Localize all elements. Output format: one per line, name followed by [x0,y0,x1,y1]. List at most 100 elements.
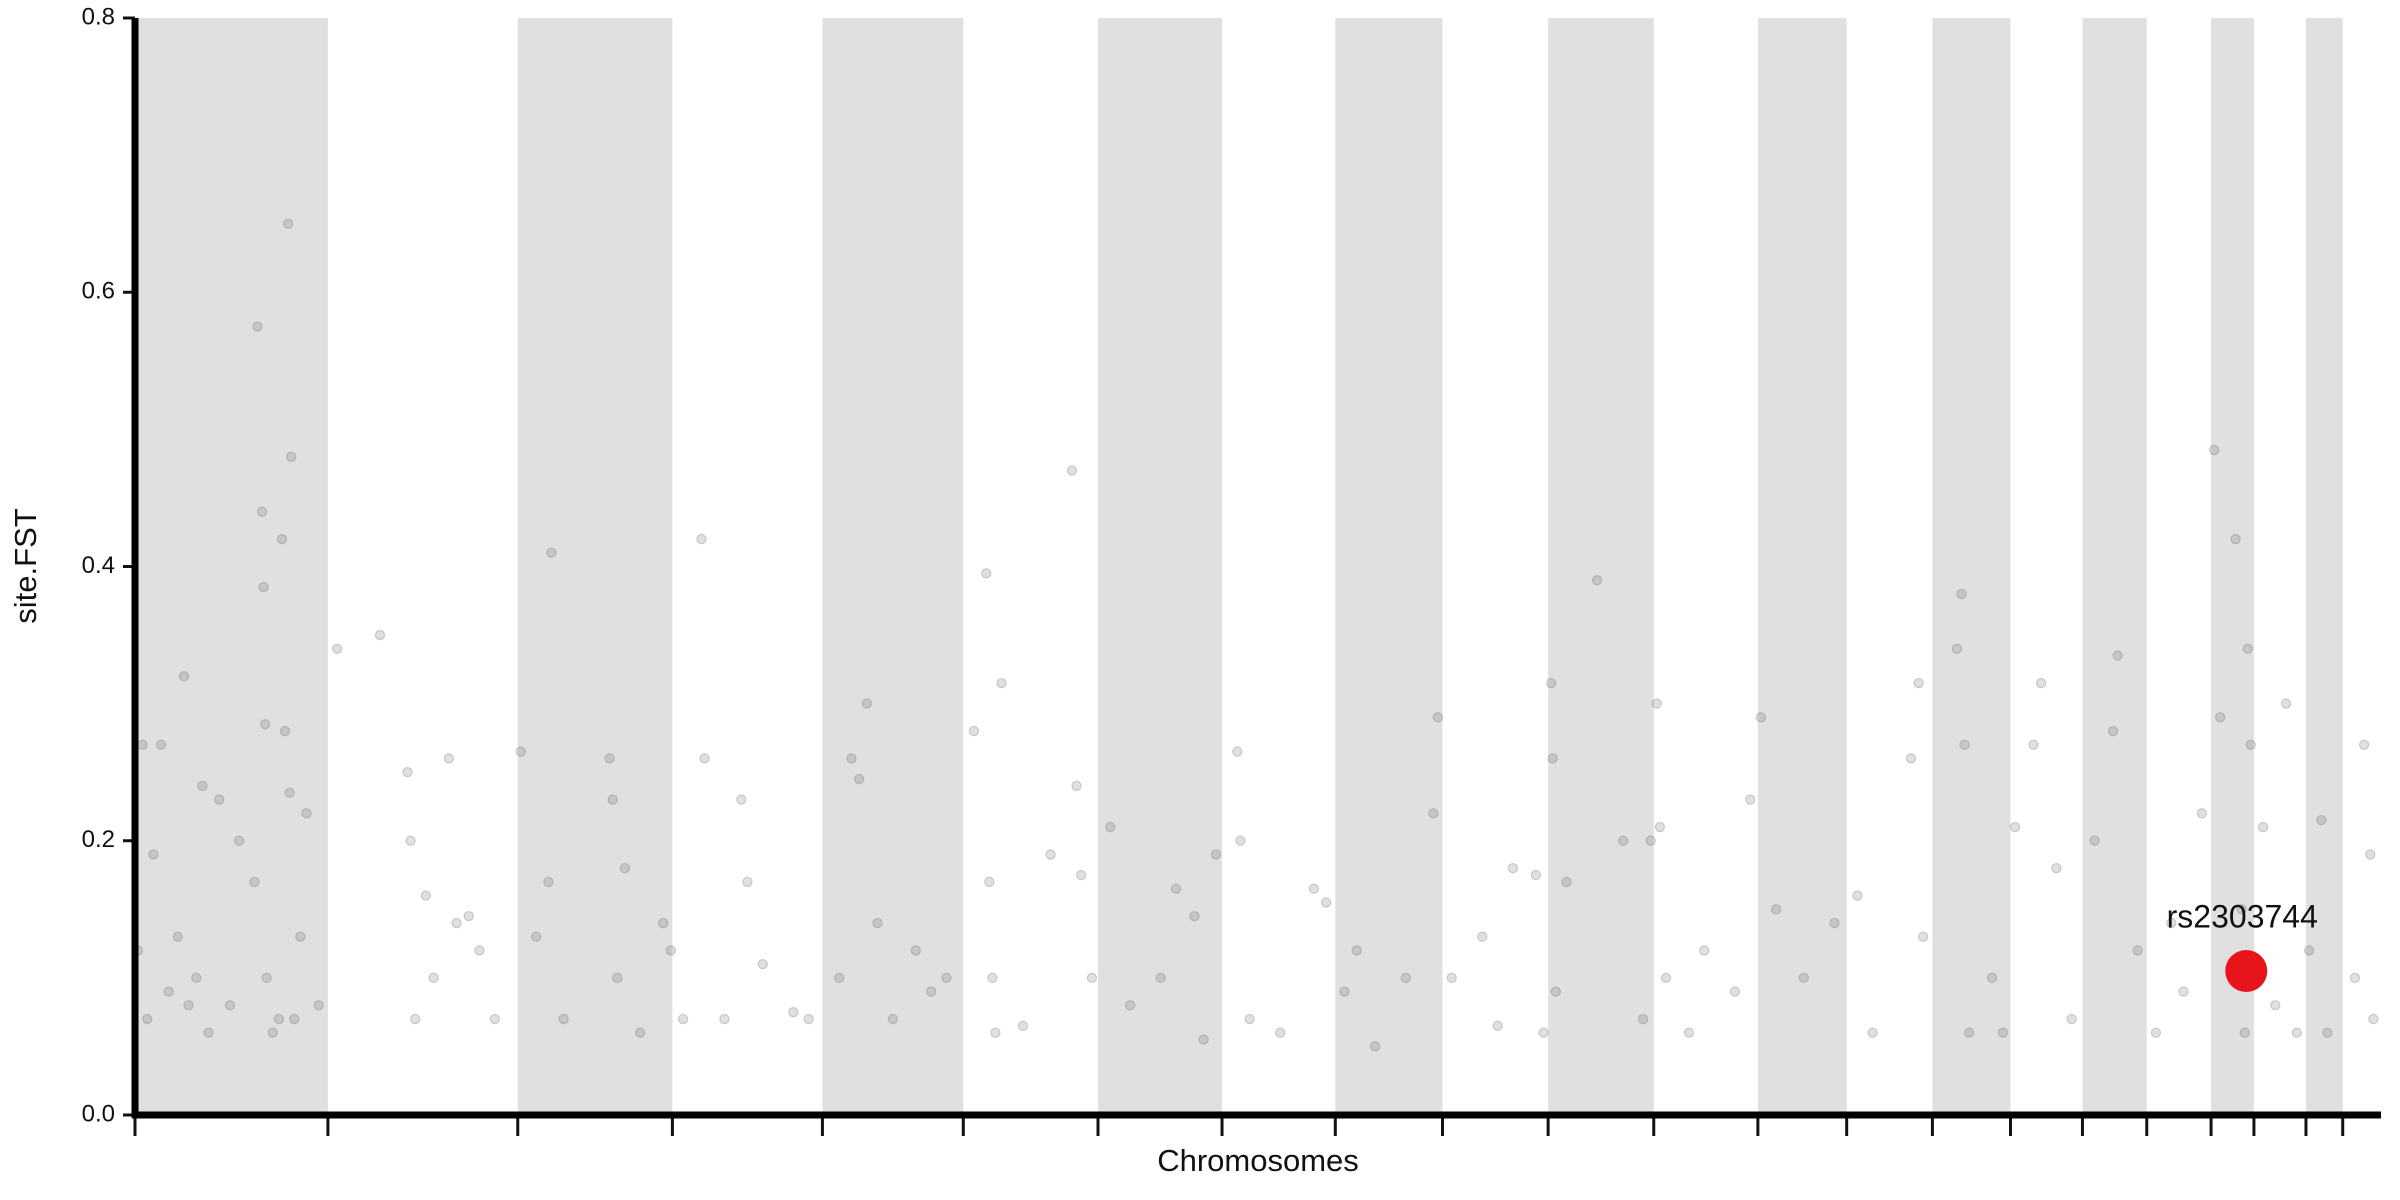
snp-point [612,972,623,984]
snp-point [259,718,271,730]
chromosome-band [1757,18,1847,1115]
snp-point [224,1000,236,1011]
snp-point [1210,849,1222,860]
snp-point [1699,945,1710,956]
snp-point [1956,588,1967,600]
snp-point [2322,1027,2333,1038]
snp-point [2291,1027,2302,1038]
snp-point [990,1027,1001,1038]
snp-point [1617,835,1629,846]
snp-point [2242,643,2254,654]
snp-point [284,787,295,798]
snp-point [295,931,306,942]
snp-point [2112,650,2123,661]
snp-point [1477,931,1488,942]
snp-point [1235,835,1246,846]
snp-point [313,1000,324,1011]
snp-point [1170,883,1182,894]
snp-point [2028,739,2039,750]
snp-point [2132,945,2143,956]
snp-point [1369,1041,1381,1052]
snp-point [402,766,413,778]
snp-point [699,753,710,764]
snp-point [1745,794,1756,805]
snp-point [1645,835,1656,846]
snp-point [861,698,873,709]
snp-point [736,794,747,805]
snp-point [887,1013,899,1025]
snp-point [1189,910,1200,922]
snp-point [1651,698,1663,709]
snp-point [1155,972,1166,984]
snp-point [788,1006,799,1018]
chromosome-band [2211,18,2254,1115]
snp-point [604,753,615,764]
snp-point [719,1013,730,1025]
snp-point [2107,725,2119,737]
chromosome-band [2305,18,2343,1115]
snp-point [285,451,297,462]
snp-point [2066,1013,2077,1025]
chromosome-band [1098,18,1223,1115]
snp-point [677,1013,689,1025]
snp-point [1913,677,1924,689]
snp-point [2208,444,2220,456]
snp-point [2236,904,2247,915]
snp-point [148,849,159,860]
snp-point [1905,753,1917,764]
snp-point [443,753,455,764]
snp-point [409,1013,421,1025]
snp-point [2196,808,2208,819]
snp-point [137,739,148,750]
snp-point [1232,746,1243,757]
snp-point [374,629,386,641]
chromosome-band [822,18,964,1115]
snp-point [1538,1027,1549,1038]
snp-point [301,808,312,819]
snp-point [2245,739,2257,750]
snp-point [163,986,174,997]
snp-point [252,321,263,332]
snp-point [1829,917,1840,929]
snp-point [2303,945,2315,956]
snp-point [1274,1027,1286,1038]
snp-point [1867,1027,1878,1038]
snp-point [405,835,416,846]
snp-point [846,753,857,764]
highlight-point [2225,950,2268,993]
snp-point [1075,869,1087,881]
snp-point [273,1013,285,1025]
snp-point [558,1013,569,1025]
snp-point [1105,821,1116,833]
snp-point [214,794,225,805]
snp-point [1308,883,1320,894]
snp-point [1507,862,1519,874]
snp-point [1637,1013,1649,1025]
snp-point [2166,917,2177,929]
chromosome-band [517,18,673,1115]
snp-point [2358,739,2370,750]
snp-point [1492,1020,1503,1032]
snp-point [1683,1027,1695,1038]
snp-point [1771,904,1782,915]
snp-point [279,725,291,737]
snp-point [1545,677,1557,689]
snp-point [1550,986,1561,997]
points: rs2303744 [132,218,2379,1052]
snp-point [1017,1020,1029,1032]
snp-point [1086,972,1098,984]
snp-point [619,862,631,874]
snp-point [2270,1000,2281,1011]
snp-point [197,780,208,792]
x-axis-label: Chromosomes [1157,1143,1359,1178]
snp-point [289,1013,300,1025]
snp-point [635,1027,646,1038]
snp-point [543,876,554,888]
snp-point [258,581,269,593]
snp-point [1798,972,1810,984]
snp-point [267,1027,278,1038]
snp-point [515,746,527,757]
y-tick-label: 0.8 [82,3,115,30]
snp-point [331,643,343,654]
